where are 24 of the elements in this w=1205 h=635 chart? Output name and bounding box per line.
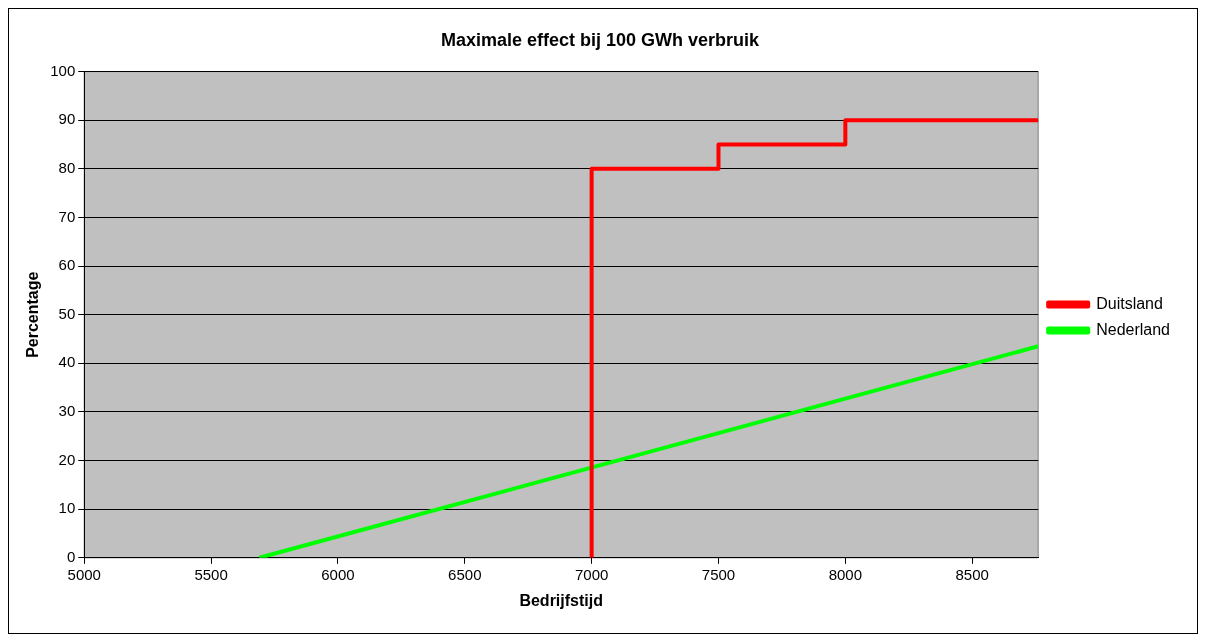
legend-label: Nederland xyxy=(1096,320,1170,338)
legend-label: Duitsland xyxy=(1096,294,1163,312)
x-tick-label: 8500 xyxy=(955,565,989,583)
x-tick-label: 7000 xyxy=(574,565,609,583)
y-tick-label: 90 xyxy=(58,110,76,128)
y-tick-label: 10 xyxy=(58,499,76,517)
y-tick-label: 0 xyxy=(66,547,76,565)
x-tick-label: 8000 xyxy=(828,565,863,583)
y-axis-title: Percentage xyxy=(24,271,42,358)
y-tick-label: 20 xyxy=(58,450,76,468)
x-tick-label: 6000 xyxy=(321,565,355,583)
x-tick-label: 6500 xyxy=(448,565,482,583)
y-tick-label: 50 xyxy=(58,304,76,322)
y-tick-label: 40 xyxy=(58,353,76,371)
chart-title: Maximale effect bij 100 GWh verbruik xyxy=(440,29,761,50)
x-tick-label: 5500 xyxy=(194,565,228,583)
x-tick-label: 5000 xyxy=(67,565,101,583)
y-tick-label: 80 xyxy=(58,158,76,176)
x-axis-title: Bedrijfstijd xyxy=(519,591,603,609)
y-tick-label: 70 xyxy=(58,207,76,225)
x-tick-label: 7500 xyxy=(701,565,736,583)
y-tick-label: 60 xyxy=(58,256,76,274)
y-tick-label: 100 xyxy=(50,61,76,79)
y-tick-label: 30 xyxy=(58,402,76,420)
